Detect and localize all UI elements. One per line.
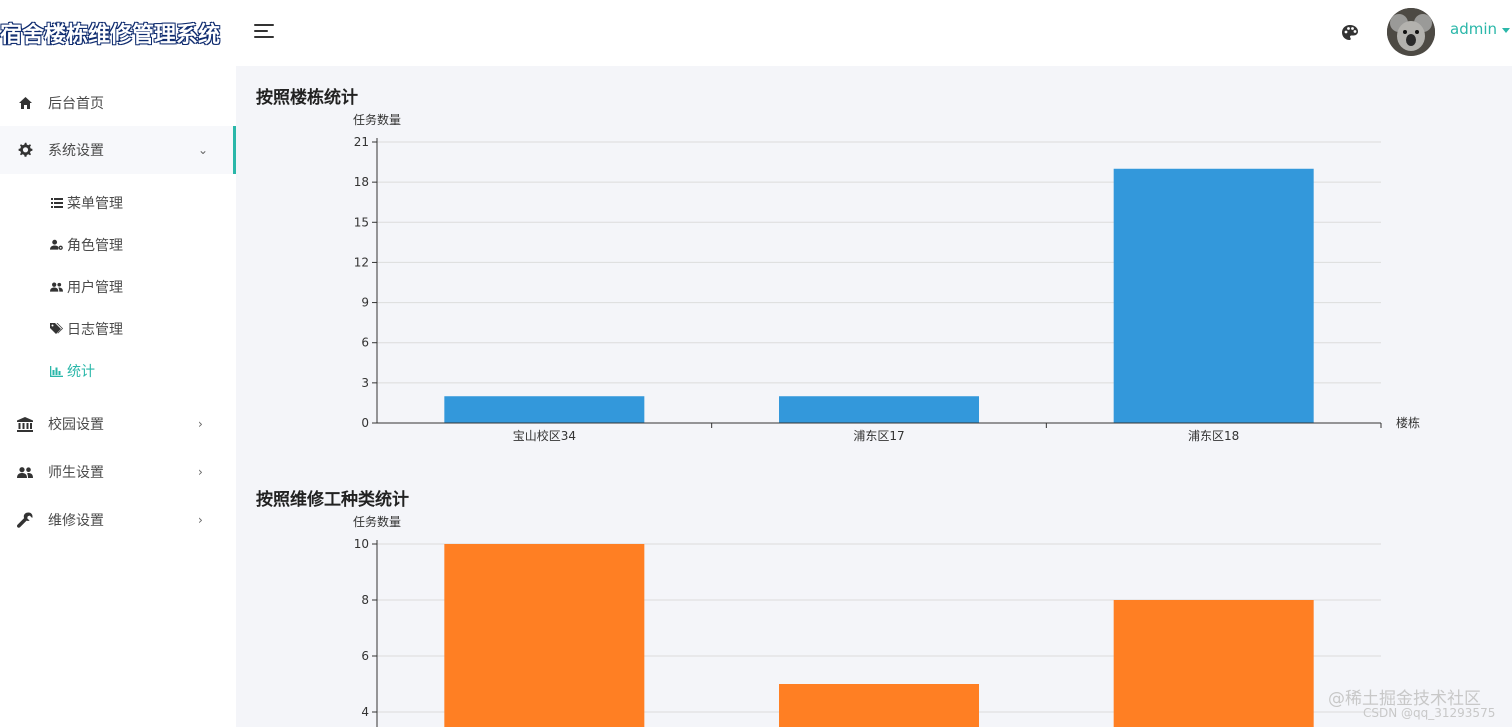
- sidebar-item-repair-settings[interactable]: 维修设置 ›: [0, 496, 236, 544]
- bar[interactable]: [779, 396, 980, 423]
- y-axis-label: 任务数量: [353, 112, 401, 127]
- sidebar-subitem-user-management[interactable]: 用户管理: [0, 266, 236, 308]
- bar[interactable]: [779, 684, 980, 727]
- y-tick-label: 6: [361, 649, 369, 663]
- palette-icon[interactable]: [1340, 23, 1360, 43]
- user-menu-dropdown[interactable]: admin: [1450, 20, 1510, 38]
- y-tick-label: 8: [361, 593, 369, 607]
- sidebar-item-label: 系统设置: [48, 143, 104, 159]
- sidebar-item-home[interactable]: 后台首页: [0, 79, 236, 127]
- gear-icon: [17, 142, 33, 158]
- y-tick-label: 6: [361, 336, 369, 350]
- section-title-by-building: 按照楼栋统计: [256, 88, 358, 108]
- y-tick-label: 18: [354, 175, 369, 189]
- section-title-by-worker-type: 按照维修工种类统计: [256, 490, 409, 510]
- caret-down-icon: [1502, 27, 1510, 33]
- brand-area: 宿舍楼栋维修管理系统: [0, 0, 236, 66]
- sidebar-subitem-statistics[interactable]: 统计: [0, 350, 236, 392]
- users-icon: [17, 464, 33, 480]
- x-tick-label: 宝山校区34: [513, 428, 576, 443]
- sidebar-subitem-menu-management[interactable]: 菜单管理: [0, 182, 236, 224]
- sidebar: 后台首页 系统设置 ⌄ 菜单管理 角色管理 用户管理 日志管理: [0, 66, 236, 727]
- hamburger-icon[interactable]: [254, 24, 274, 40]
- y-tick-label: 9: [361, 296, 369, 310]
- sidebar-item-campus-settings[interactable]: 校园设置 ›: [0, 400, 236, 448]
- home-icon: [17, 95, 33, 111]
- y-tick-label: 21: [354, 135, 369, 149]
- list-icon: [50, 197, 63, 210]
- bar[interactable]: [1113, 600, 1314, 727]
- bar[interactable]: [1113, 168, 1314, 423]
- main-content: 按照楼栋统计 任务数量 0 3 6 9 12 15 18 21 宝山校区34 浦东区17 浦东区18 楼…: [236, 66, 1512, 727]
- y-tick-label: 10: [354, 537, 369, 551]
- x-axis-label: 楼栋: [1396, 415, 1420, 430]
- wrench-icon: [17, 512, 33, 528]
- sidebar-subitem-label: 统计: [67, 364, 95, 380]
- chart-by-building: 任务数量 0 3 6 9 12 15 18 21 宝山校区34 浦东区17 浦东区18 楼栋: [353, 112, 1420, 443]
- sidebar-item-label: 维修设置: [48, 513, 104, 529]
- bar[interactable]: [444, 544, 645, 727]
- koala-avatar: [1387, 8, 1435, 56]
- chevron-right-icon: ›: [198, 417, 203, 431]
- y-tick-label: 12: [354, 255, 369, 269]
- sidebar-item-system-settings[interactable]: 系统设置 ⌄: [0, 126, 236, 174]
- chevron-down-icon: ⌄: [198, 143, 209, 157]
- bar-chart-icon: [50, 365, 63, 378]
- top-header: admin: [236, 0, 1512, 66]
- bar[interactable]: [444, 396, 645, 423]
- users-icon: [50, 281, 63, 294]
- sidebar-item-label: 后台首页: [48, 96, 104, 112]
- y-tick-label: 0: [361, 416, 369, 430]
- university-icon: [17, 416, 33, 432]
- y-tick-label: 15: [354, 215, 369, 229]
- sidebar-item-teacher-student-settings[interactable]: 师生设置 ›: [0, 448, 236, 496]
- sidebar-subitem-label: 角色管理: [67, 238, 123, 254]
- sidebar-subitem-label: 日志管理: [67, 322, 123, 338]
- x-tick-label: 浦东区17: [853, 429, 904, 443]
- user-avatar[interactable]: [1387, 8, 1435, 56]
- y-axis-label: 任务数量: [353, 514, 401, 529]
- sidebar-subitem-log-management[interactable]: 日志管理: [0, 308, 236, 350]
- watermark-juejin: @稀土掘金技术社区: [1328, 689, 1481, 709]
- sidebar-item-label: 师生设置: [48, 465, 104, 481]
- tags-icon: [50, 323, 63, 336]
- chevron-right-icon: ›: [198, 513, 203, 527]
- x-tick-label: 浦东区18: [1188, 429, 1239, 443]
- y-tick-label: 3: [361, 376, 369, 390]
- watermark-csdn: CSDN @qq_31293575: [1363, 706, 1496, 720]
- user-gear-icon: [50, 239, 63, 252]
- y-tick-label: 4: [361, 705, 369, 719]
- sidebar-subitem-label: 用户管理: [67, 280, 123, 296]
- chevron-right-icon: ›: [198, 465, 203, 479]
- app-title: 宿舍楼栋维修管理系统: [0, 23, 221, 48]
- chart-by-worker-type: 任务数量 4 6 8 10: [353, 514, 1381, 727]
- sidebar-subitem-role-management[interactable]: 角色管理: [0, 224, 236, 266]
- sidebar-item-label: 校园设置: [48, 417, 104, 433]
- user-name[interactable]: admin: [1450, 20, 1497, 38]
- sidebar-subitem-label: 菜单管理: [67, 196, 123, 212]
